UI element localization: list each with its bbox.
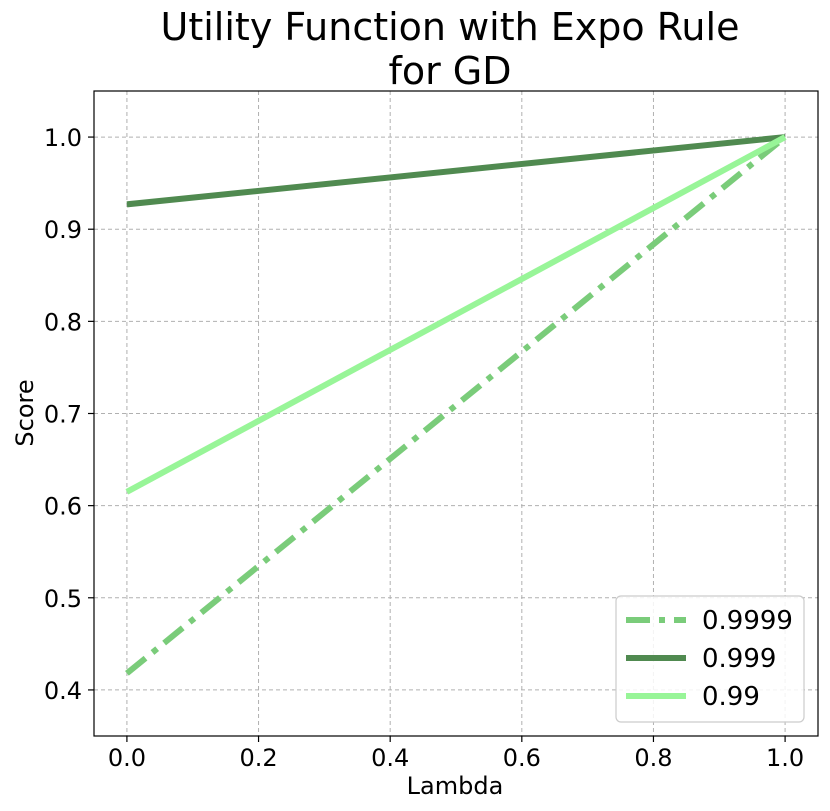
x-tick-label: 0.4 xyxy=(371,744,409,772)
legend: 0.9999 0.999 0.99 xyxy=(615,595,805,723)
y-tick-label: 0.7 xyxy=(44,401,82,429)
y-tick-label: 0.5 xyxy=(44,585,82,613)
x-tick-label: 0.0 xyxy=(108,744,146,772)
y-tick-label: 0.8 xyxy=(44,308,82,336)
x-tick-label: 1.0 xyxy=(766,744,804,772)
chart-title-line-2: for GD xyxy=(388,49,511,93)
y-axis-label: Score xyxy=(11,379,39,446)
series-line-0-999 xyxy=(126,134,786,208)
y-tick-label: 0.4 xyxy=(44,677,82,705)
chart-title-line-1: Utility Function with Expo Rule xyxy=(161,5,740,49)
plot-lines xyxy=(125,134,787,676)
x-tick-label: 0.6 xyxy=(503,744,541,772)
ticks: 0.0 0.2 0.4 0.6 0.8 1.0 0.4 0.5 0.6 0.7 0.8 0.9 1.0 xyxy=(44,124,804,772)
x-tick-label: 0.8 xyxy=(634,744,672,772)
series-line-0-9999 xyxy=(125,134,787,676)
series-line-0-99 xyxy=(125,134,787,495)
y-tick-label: 0.9 xyxy=(44,216,82,244)
legend-label: 0.99 xyxy=(702,682,760,712)
y-tick-label: 1.0 xyxy=(44,124,82,152)
x-axis-label: Lambda xyxy=(407,772,504,800)
legend-box xyxy=(615,595,805,723)
x-tick-label: 0.2 xyxy=(239,744,277,772)
legend-label: 0.9999 xyxy=(702,606,793,636)
y-tick-label: 0.6 xyxy=(44,493,82,521)
legend-label: 0.999 xyxy=(702,644,776,674)
